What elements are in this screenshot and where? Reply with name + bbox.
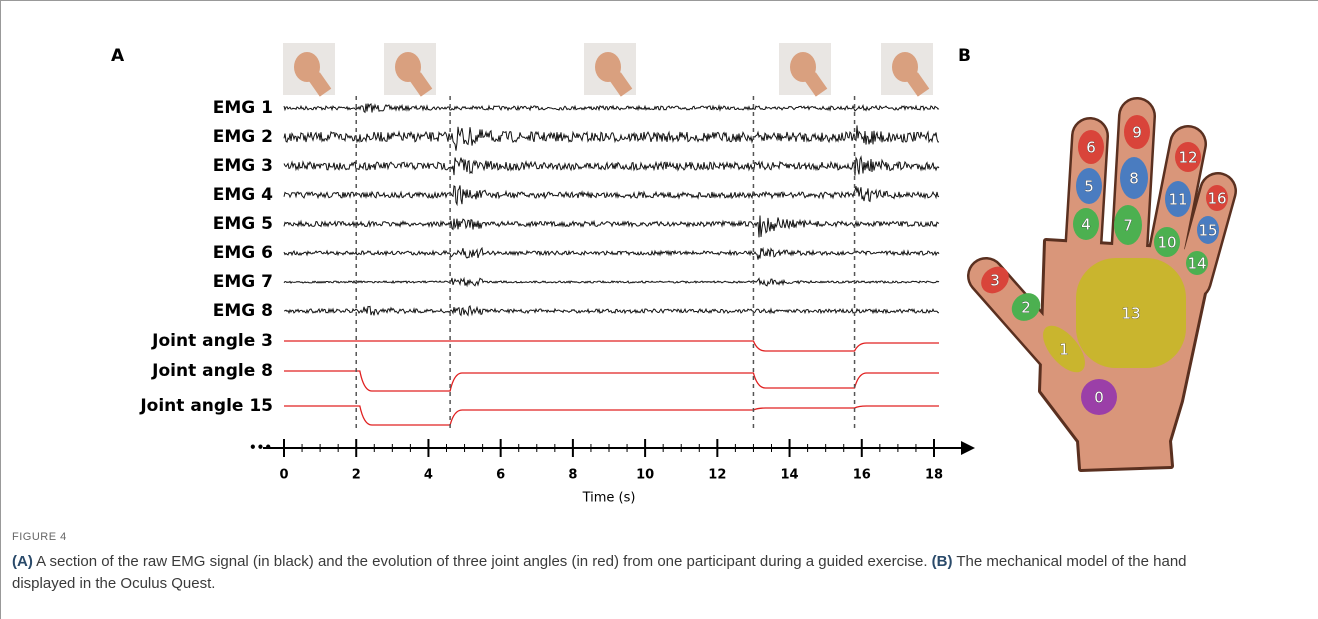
joint-angle-signal (284, 340, 939, 352)
joint-angle-signal (284, 370, 939, 392)
hand-segment (1197, 216, 1219, 244)
photo-hand (790, 52, 816, 82)
segment-label: 11 (1168, 191, 1187, 209)
hand-segment (1011, 293, 1041, 321)
segment-label: 12 (1178, 149, 1197, 167)
caption-tag: (A) (12, 553, 33, 570)
axis-arrow (961, 441, 975, 455)
emg-signal (283, 276, 940, 288)
hand-segment (1186, 251, 1208, 275)
tick-label: 6 (496, 468, 505, 483)
hand-segment (1076, 258, 1186, 368)
figure-label: FIGURE 4 (12, 531, 67, 543)
row-label: Joint angle 3 (151, 331, 273, 351)
photo-hand (595, 52, 621, 82)
row-label: EMG 2 (213, 127, 273, 147)
segment-label: 9 (1132, 124, 1142, 142)
hand-segment (1124, 115, 1150, 149)
tick-label: 10 (636, 468, 654, 483)
segment-label: 16 (1207, 190, 1226, 208)
segment-label: 4 (1081, 216, 1091, 234)
caption-body: A section of the raw EMG signal (in blac… (32, 553, 932, 570)
row-label: Joint angle 8 (151, 361, 273, 381)
row-label: EMG 7 (213, 272, 273, 292)
joint-angle-signal (284, 405, 939, 426)
photo-wrist (804, 72, 828, 97)
tick-label: 2 (352, 468, 361, 483)
caption-body: The mechanical model of the hand display… (12, 553, 1187, 592)
segment-label: 3 (990, 272, 1000, 290)
emg-signal (283, 185, 940, 207)
tick-label: 16 (853, 468, 871, 483)
row-label: EMG 1 (213, 98, 273, 118)
photo-hand (294, 52, 320, 82)
segment-label: 15 (1198, 222, 1217, 240)
hand-segment (1043, 325, 1085, 373)
segment-label: 5 (1084, 178, 1094, 196)
row-label: EMG 3 (213, 156, 273, 176)
tick-label: 14 (781, 468, 799, 483)
segment-label: 0 (1094, 389, 1104, 407)
hand-segment (1165, 181, 1191, 217)
hand-segment (1078, 130, 1104, 164)
gesture-photo (881, 43, 933, 97)
caption-tag: (B) (931, 553, 953, 570)
segment-label: 8 (1129, 170, 1139, 188)
emg-signal (283, 246, 940, 260)
segment-label: 14 (1187, 255, 1206, 273)
gesture-photo (584, 43, 636, 97)
photo-hand (892, 52, 918, 82)
row-label: EMG 8 (213, 301, 273, 321)
tick-label: 0 (279, 468, 288, 483)
axis-dots: ••• (249, 441, 272, 455)
gesture-photo (384, 43, 436, 97)
photo-wrist (409, 72, 433, 97)
segment-label: 1 (1059, 341, 1069, 359)
caption: FIGURE 4 (A) A section of the raw EMG si… (12, 531, 1242, 595)
hand-segment (1154, 227, 1180, 257)
hand-segment (1175, 142, 1201, 172)
hand-segment (1120, 157, 1148, 199)
row-label: EMG 5 (213, 214, 273, 234)
tick-label: 12 (708, 468, 726, 483)
segment-label: 7 (1123, 217, 1133, 235)
photo-wrist (308, 72, 332, 97)
segment-label: 6 (1086, 139, 1096, 157)
segment-label: 10 (1157, 234, 1176, 252)
hand-segment (1114, 205, 1142, 245)
photo-wrist (906, 72, 930, 97)
hand-segment (1076, 168, 1102, 204)
row-label: EMG 4 (213, 185, 273, 205)
hand-segment (1206, 185, 1228, 211)
emg-signal (283, 155, 940, 176)
photo-wrist (609, 72, 633, 97)
tick-label: 18 (925, 468, 943, 483)
emg-signal (283, 125, 940, 151)
segment-label: 13 (1121, 305, 1140, 323)
photo-hand (395, 52, 421, 82)
hand-segment (1081, 379, 1117, 415)
emg-signal (283, 103, 940, 114)
hand-segment (981, 266, 1009, 294)
gesture-photo (779, 43, 831, 97)
row-label: Joint angle 15 (139, 396, 273, 416)
segment-label: 2 (1021, 299, 1031, 317)
caption-text: (A) A section of the raw EMG signal (in … (12, 551, 1242, 595)
tick-label: 4 (424, 468, 433, 483)
emg-signal (283, 215, 940, 238)
row-label: EMG 6 (213, 243, 273, 263)
panel-label: B (958, 46, 971, 66)
panel-label: A (111, 46, 125, 66)
tick-label: 8 (568, 468, 577, 483)
gesture-photo (283, 43, 335, 97)
axis-title: Time (s) (582, 491, 636, 506)
hand-segment (1073, 208, 1099, 240)
emg-signal (283, 305, 940, 317)
